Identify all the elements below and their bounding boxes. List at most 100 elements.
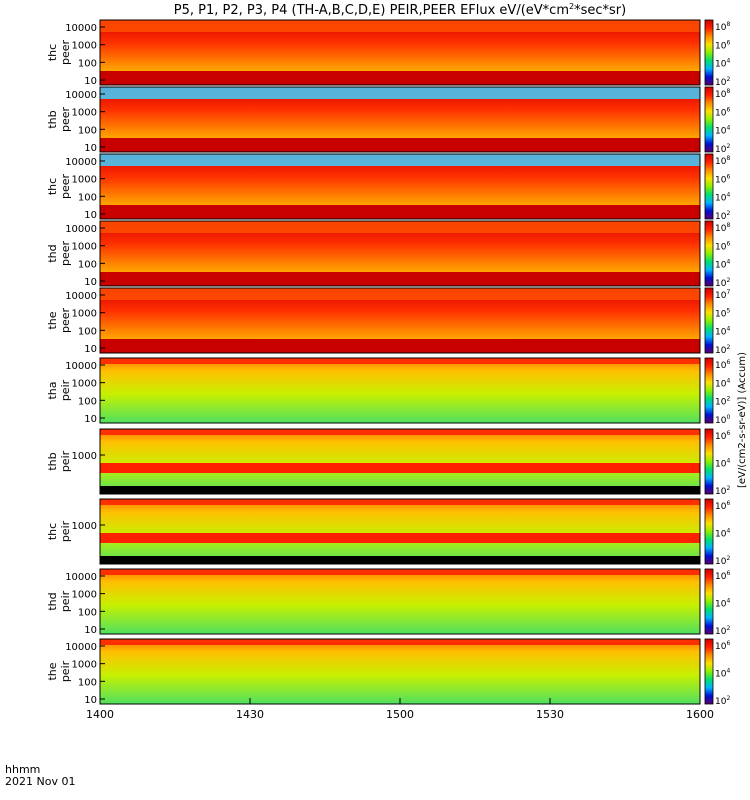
- panel-product-label: peer: [59, 308, 72, 334]
- colorbar-tick-label: 102: [715, 555, 730, 567]
- spectrogram-fill-band: [100, 556, 700, 564]
- panel-product-label: peer: [59, 174, 72, 200]
- y-tick-label: 1000: [72, 309, 97, 320]
- panel-frame: [99, 220, 701, 287]
- colorbar-tick-label: 102: [715, 344, 730, 356]
- colorbar-tick-label: 104: [715, 377, 730, 389]
- spectrogram-image: [100, 358, 700, 423]
- spectrogram-high-energy-band: [100, 20, 700, 32]
- colorbar: [704, 220, 714, 287]
- y-tick-label: 1000: [72, 108, 97, 119]
- colorbar: [704, 86, 714, 153]
- panel-probe-label: thc: [46, 44, 59, 61]
- y-tick-label: 10: [84, 695, 97, 706]
- y-tick-label: 1000: [72, 41, 97, 52]
- spectrogram-top-band: [100, 429, 700, 435]
- panel-frame: [99, 428, 701, 495]
- y-tick-label: 10000: [65, 23, 97, 34]
- panel-probe-label: thb: [46, 110, 59, 128]
- y-tick-label: 100: [78, 259, 97, 270]
- colorbar-tick-label: 104: [715, 668, 730, 680]
- panel-probe-label: the: [46, 311, 59, 329]
- y-tick-label: 10: [84, 414, 97, 425]
- spectrogram-top-band: [100, 569, 700, 575]
- colorbar-tick-label: 106: [715, 640, 730, 652]
- spectrogram-low-energy-band: [100, 339, 700, 353]
- colorbar-tick-label: 105: [715, 307, 730, 319]
- x-tick-label: 1600: [686, 708, 714, 721]
- y-tick-label: 1000: [72, 590, 97, 601]
- colorbar-tick-label: 102: [715, 695, 730, 707]
- y-tick-label: 10: [84, 344, 97, 355]
- y-tick-label: 100: [78, 125, 97, 136]
- colorbar: [704, 498, 714, 565]
- panel-product-label: peer: [59, 40, 72, 66]
- spectrogram-fill-band: [100, 486, 700, 494]
- colorbar-tick-label: 102: [715, 143, 730, 155]
- panel-the-peer: the peer 10000 1000 100 10 107 105 104 102: [46, 287, 730, 356]
- y-tick-label: 100: [78, 396, 97, 407]
- panel-the-peir: the peir 10000 1000 100 10 106 104 102: [46, 638, 730, 707]
- panel-frame: [99, 498, 701, 565]
- colorbar-tick-label: 104: [715, 326, 730, 338]
- panel-thc-peer: thc peer 10000 1000 100 10 108 106 104 102: [46, 19, 730, 88]
- panel-product-label: peer: [59, 241, 72, 267]
- x-tick-label: 1400: [86, 708, 114, 721]
- y-tick-label: 10: [84, 625, 97, 636]
- y-tick-label: 10000: [65, 642, 97, 653]
- panel-probe-label: thc: [46, 523, 59, 540]
- panel-product-label: peir: [59, 450, 72, 472]
- spectrogram-image: [100, 499, 700, 564]
- colorbar: [704, 287, 714, 354]
- spectrogram-high-energy-band: [100, 87, 700, 99]
- colorbar: [704, 568, 714, 635]
- colorbar: [704, 153, 714, 220]
- panel-frame: [99, 357, 701, 424]
- colorbar: [704, 357, 714, 424]
- colorbar-tick-label: 106: [715, 39, 730, 51]
- x-axis-label-date: 2021 Nov 01: [5, 775, 75, 788]
- y-tick-label: 100: [78, 326, 97, 337]
- panel-probe-label: the: [46, 662, 59, 680]
- colorbar-tick-label: 102: [715, 396, 730, 408]
- spectrogram-mid-band: [100, 533, 700, 543]
- colorbar-tick-label: 106: [715, 106, 730, 118]
- colorbar-tick-label: 106: [715, 359, 730, 371]
- panel-frame: [99, 19, 701, 86]
- y-tick-label: 100: [78, 58, 97, 69]
- colorbar-tick-label: 106: [715, 430, 730, 442]
- colorbar-tick-label: 102: [715, 485, 730, 497]
- y-tick-label: 10: [84, 210, 97, 221]
- colorbar: [704, 428, 714, 495]
- y-tick-label: 1000: [72, 242, 97, 253]
- figure-title: P5, P1, P2, P3, P4 (TH-A,B,C,D,E) PEIR,P…: [174, 2, 626, 18]
- spectrogram-top-band: [100, 358, 700, 364]
- panel-probe-label: thb: [46, 452, 59, 470]
- spectrogram-low-energy-band: [100, 205, 700, 219]
- y-tick-label: 10000: [65, 224, 97, 235]
- spectrogram-high-energy-band: [100, 221, 700, 233]
- spectrogram-image: [100, 569, 700, 634]
- colorbar: [704, 19, 714, 86]
- colorbar-tick-label: 108: [715, 21, 730, 33]
- panel-probe-label: tha: [46, 381, 59, 399]
- colorbar-tick-label: 104: [715, 125, 730, 137]
- colorbar-tick-label: 108: [715, 155, 730, 167]
- colorbar-tick-label: 106: [715, 570, 730, 582]
- y-tick-label: 1000: [72, 379, 97, 390]
- x-tick-label: 1500: [386, 708, 414, 721]
- colorbar-tick-label: 104: [715, 259, 730, 271]
- panel-thc-peir: thc peir 1000 106 104 102: [46, 498, 730, 567]
- colorbar-tick-label: 102: [715, 76, 730, 88]
- spectrogram-low-energy-band: [100, 138, 700, 152]
- y-tick-label: 10: [84, 143, 97, 154]
- y-tick-label: 100: [78, 192, 97, 203]
- panel-thd-peer: thd peer 10000 1000 100 10 108 106 104 102: [46, 220, 730, 289]
- panel-thc-peer: thc peer 10000 1000 100 10 108 106 104 102: [46, 153, 730, 222]
- x-tick-label: 1430: [236, 708, 264, 721]
- panel-tha-peir: tha peir 10000 1000 100 10 106 104 102 100: [46, 357, 730, 426]
- colorbar-tick-label: 107: [715, 289, 730, 301]
- panel-probe-label: thd: [46, 244, 59, 262]
- y-tick-label: 100: [78, 607, 97, 618]
